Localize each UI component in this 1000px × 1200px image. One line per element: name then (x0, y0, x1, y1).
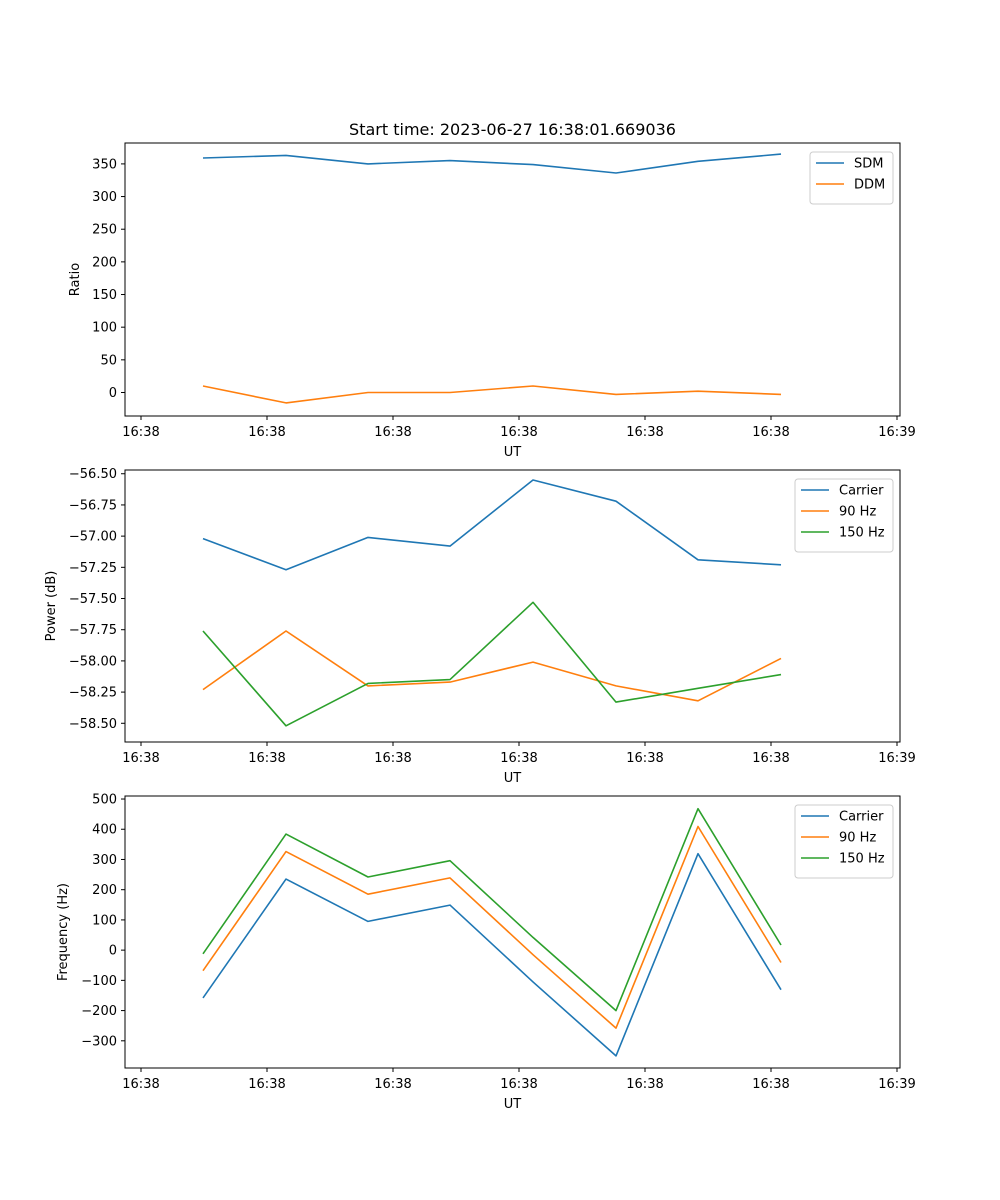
x-tick-label: 16:38 (374, 1077, 411, 1092)
y-tick-label: −200 (81, 1004, 117, 1019)
y-tick-label: 100 (92, 913, 117, 928)
legend-box (794, 478, 894, 553)
x-tick-label: 16:38 (626, 425, 663, 440)
panels: Start time: 2023-06-27 16:38:01.669036 16… (44, 120, 916, 1112)
y-tick-label: −300 (81, 1034, 117, 1049)
y-tick-label: 0 (109, 944, 117, 959)
y-tick-label: −58.25 (69, 686, 117, 701)
x-tick-label: 16:38 (374, 751, 411, 766)
chart-title: Start time: 2023-06-27 16:38:01.669036 (349, 120, 676, 139)
legend-label: DDM (854, 178, 885, 193)
y-tick-label: 150 (92, 288, 117, 303)
legend-box (794, 804, 894, 879)
x-tick-label: 16:38 (626, 751, 663, 766)
legend-label: 90 Hz (839, 831, 876, 846)
y-tick-label: 100 (92, 321, 117, 336)
chart-panel-3: 16:38 16:38 16:38 16:38 16:38 16:38 16:39 UT −30… (56, 793, 916, 1112)
x-axis-label: UT (504, 771, 522, 786)
y-tick-label: −57.50 (69, 592, 117, 607)
x-axis-label: UT (504, 1097, 522, 1112)
y-tick-label: −57.00 (69, 530, 117, 545)
series-line-sdm (202, 153, 782, 174)
x-tick-label: 16:38 (122, 751, 159, 766)
series-line-90-hz (202, 825, 782, 1029)
y-axis-label: Power (dB) (44, 571, 59, 642)
x-tick-label: 16:38 (752, 1077, 789, 1092)
chart-panel-2: 16:38 16:38 16:38 16:38 16:38 16:38 16:39 UT −56… (44, 467, 916, 786)
plot-frame (124, 142, 901, 417)
x-tick-label: 16:39 (878, 751, 915, 766)
legend-label: 90 Hz (839, 505, 876, 520)
y-tick-label: 400 (92, 823, 117, 838)
x-tick-label: 16:38 (500, 751, 537, 766)
legend-label: 150 Hz (839, 526, 885, 541)
x-tick-label: 16:38 (122, 1077, 159, 1092)
series-line-150-hz (202, 807, 782, 1012)
y-tick-label: 200 (92, 883, 117, 898)
y-tick-label: −56.50 (69, 467, 117, 482)
legend-box (809, 151, 894, 205)
y-tick-label: −100 (81, 974, 117, 989)
y-tick-label: 300 (92, 190, 117, 205)
x-tick-label: 16:38 (500, 1077, 537, 1092)
y-tick-label: 250 (92, 223, 117, 238)
series-line-90-hz (202, 630, 782, 702)
x-tick-label: 16:38 (248, 751, 285, 766)
x-tick-label: 16:39 (878, 1077, 915, 1092)
legend-label: 150 Hz (839, 852, 885, 867)
y-axis-label: Ratio (68, 263, 83, 296)
x-tick-label: 16:38 (122, 425, 159, 440)
plot-frame (124, 469, 901, 743)
legend: Carrier 90 Hz 150 Hz (794, 478, 894, 553)
legend: Carrier 90 Hz 150 Hz (794, 804, 894, 879)
x-tick-label: 16:38 (752, 751, 789, 766)
legend-label: Carrier (839, 810, 884, 825)
y-tick-label: 300 (92, 853, 117, 868)
legend: SDM DDM (809, 151, 894, 205)
y-axis-label: Frequency (Hz) (56, 883, 71, 981)
legend-label: SDM (854, 157, 883, 172)
y-tick-label: 0 (109, 386, 117, 401)
x-axis-label: UT (504, 445, 522, 460)
series-line-150-hz (202, 601, 782, 727)
chart-panel-1: Start time: 2023-06-27 16:38:01.669036 16… (68, 120, 916, 460)
y-tick-label: 500 (92, 793, 117, 808)
legend-label: Carrier (839, 484, 884, 499)
y-tick-label: −57.25 (69, 561, 117, 576)
y-tick-label: −56.75 (69, 498, 117, 513)
y-tick-label: 350 (92, 157, 117, 172)
x-tick-label: 16:38 (248, 1077, 285, 1092)
x-tick-label: 16:38 (248, 425, 285, 440)
x-tick-label: 16:39 (878, 425, 915, 440)
series-line-carrier (202, 852, 782, 1057)
y-tick-label: −58.00 (69, 654, 117, 669)
y-tick-label: 50 (100, 353, 117, 368)
plot-frame (124, 795, 901, 1069)
series-line-carrier (202, 479, 782, 571)
x-tick-label: 16:38 (374, 425, 411, 440)
x-tick-label: 16:38 (500, 425, 537, 440)
y-tick-label: −57.75 (69, 623, 117, 638)
series-line-ddm (202, 385, 782, 404)
x-tick-label: 16:38 (752, 425, 789, 440)
y-tick-label: 200 (92, 255, 117, 270)
x-tick-label: 16:38 (626, 1077, 663, 1092)
y-tick-label: −58.50 (69, 717, 117, 732)
